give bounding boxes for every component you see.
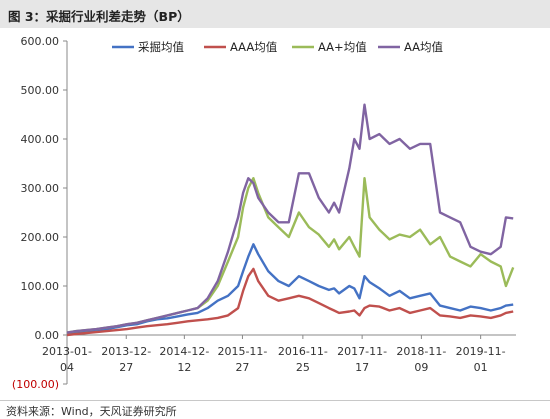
axes: (100.00) 0.00 100.00 200.00 300.00 400.00 500.… <box>12 35 516 391</box>
series-layer <box>66 103 515 337</box>
x-tick-label-line2: 17 <box>355 361 369 374</box>
x-tick-label-line2: 09 <box>414 361 428 374</box>
series-line-2 <box>66 176 515 334</box>
x-tick-label: 2013-12- <box>101 345 151 358</box>
legend-label-1: AAA均值 <box>230 40 278 54</box>
figure-title: 图 3：采掘行业利差走势（BP） <box>8 9 190 24</box>
x-tick-label-line2: 04 <box>60 361 74 374</box>
x-tick-label-line2: 27 <box>119 361 133 374</box>
y-tick-label: 200.00 <box>21 231 60 244</box>
legend-label-2: AA+均值 <box>318 40 367 54</box>
x-tick-label: 2018-11- <box>396 345 446 358</box>
x-tick-label: 2013-01- <box>42 345 92 358</box>
legend: 采掘均值 AAA均值 AA+均值 AA均值 <box>112 40 444 54</box>
x-tick-label: 2014-12- <box>159 345 209 358</box>
y-tick-label: 600.00 <box>21 35 60 48</box>
series-line-1 <box>66 267 514 337</box>
source-note: 资料来源：Wind，天风证券研究所 <box>0 400 550 419</box>
y-tick-label: 500.00 <box>21 84 60 97</box>
x-tick-label: 2015-11- <box>217 345 267 358</box>
series-line-3 <box>66 103 514 334</box>
legend-label-3: AA均值 <box>404 40 444 54</box>
x-tick-label-line2: 01 <box>474 361 488 374</box>
spread-line-chart: (100.00) 0.00 100.00 200.00 300.00 400.00 500.… <box>12 35 516 391</box>
figure-header: 图 3：采掘行业利差走势（BP） <box>0 0 550 28</box>
x-tick-label-line2: 27 <box>235 361 249 374</box>
y-tick-label: (100.00) <box>12 378 59 390</box>
legend-label-0: 采掘均值 <box>138 40 184 54</box>
x-tick-label: 2016-11- <box>278 345 328 358</box>
y-tick-label: 100.00 <box>21 280 60 293</box>
x-tick-label: 2019-11- <box>456 345 506 358</box>
y-tick-label: 0.00 <box>35 329 60 342</box>
x-tick-label: 2017-11- <box>337 345 387 358</box>
x-tick-label-line2: 12 <box>177 361 191 374</box>
y-tick-label: 400.00 <box>21 133 60 146</box>
x-tick-label-line2: 25 <box>296 361 310 374</box>
y-tick-label: 300.00 <box>21 182 60 195</box>
source-text: 资料来源：Wind，天风证券研究所 <box>6 405 177 418</box>
chart-area: (100.00) 0.00 100.00 200.00 300.00 400.00 500.… <box>0 28 550 391</box>
series-line-0 <box>66 243 514 335</box>
